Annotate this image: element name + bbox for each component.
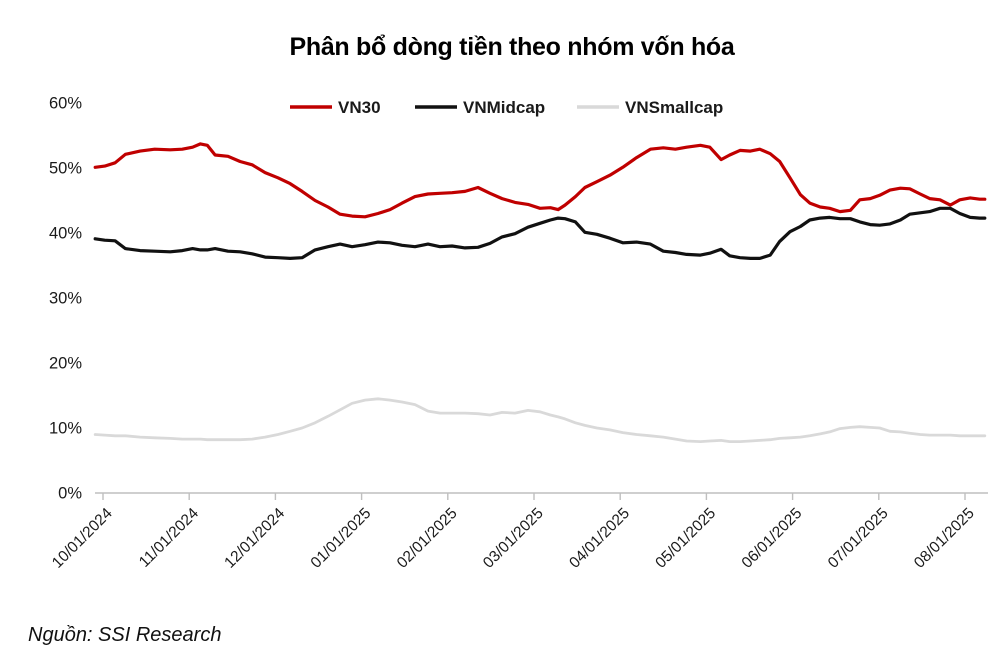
series-line-vnmidcap — [93, 206, 987, 260]
x-tick-label-4: 02/01/2025 — [394, 505, 461, 572]
legend-item-vn30: VN30 — [290, 98, 381, 117]
x-tick-label-2: 12/01/2024 — [221, 505, 288, 572]
x-tick-label-10: 08/01/2025 — [911, 505, 978, 572]
x-tick-label-1: 11/01/2024 — [136, 505, 202, 571]
y-tick-label-1: 10% — [49, 420, 82, 438]
legend-item-vnmidcap: VNMidcap — [415, 98, 545, 117]
x-tick-label-8: 06/01/2025 — [739, 505, 806, 572]
y-tick-label-5: 50% — [49, 160, 82, 178]
series-line-vnsmallcap — [93, 397, 987, 444]
legend-item-vnsmallcap: VNSmallcap — [577, 98, 723, 117]
y-tick-label-0: 0% — [58, 485, 82, 503]
legend-label-vnmidcap: VNMidcap — [463, 98, 545, 117]
x-tick-label-7: 05/01/2025 — [652, 505, 719, 572]
y-tick-label-4: 40% — [49, 225, 82, 243]
legend-label-vn30: VN30 — [338, 98, 381, 117]
x-tick-label-0: 10/01/2024 — [49, 505, 116, 572]
series-line-vn30 — [93, 142, 987, 219]
y-tick-label-6: 60% — [49, 95, 82, 113]
x-tick-label-3: 01/01/2025 — [308, 505, 375, 572]
y-tick-label-2: 20% — [49, 355, 82, 373]
x-tick-label-5: 03/01/2025 — [480, 505, 547, 572]
legend-label-vnsmallcap: VNSmallcap — [625, 98, 723, 117]
x-tick-label-6: 04/01/2025 — [566, 505, 633, 572]
source-note: Nguồn: SSI Research — [28, 624, 222, 646]
chart-title: Phân bổ dòng tiền theo nhóm vốn hóa — [289, 33, 735, 61]
x-tick-label-9: 07/01/2025 — [825, 505, 892, 572]
y-tick-label-3: 30% — [49, 290, 82, 308]
